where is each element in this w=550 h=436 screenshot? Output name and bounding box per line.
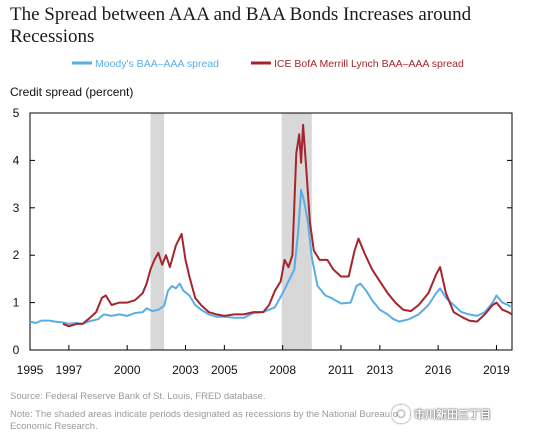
legend-label-2: ICE BofA Merrill Lynch BAA–AAA spread — [274, 58, 464, 70]
x-tick-label: 2019 — [483, 363, 510, 377]
y-tick-label: 2 — [13, 248, 20, 262]
x-tick-label: 2003 — [172, 363, 199, 377]
x-tick-label: 1997 — [56, 363, 83, 377]
series-line-2 — [62, 123, 513, 328]
legend-label-1: Moody's BAA–AAA spread — [95, 58, 219, 70]
x-tick-label: 2016 — [425, 363, 452, 377]
x-tick-label: 2011 — [328, 363, 354, 377]
watermark-text: 市川新田三丁目 — [414, 409, 491, 421]
plot-frame — [29, 112, 513, 351]
series-line-1 — [29, 188, 513, 325]
x-tick-label: 2013 — [366, 363, 393, 377]
recession-band-1 — [150, 113, 165, 350]
y-tick-label: 0 — [13, 343, 20, 357]
wechat-icon: ✺ — [392, 405, 410, 423]
x-tick-label: 2005 — [211, 363, 238, 377]
x-tick-label: 1995 — [17, 363, 44, 377]
source-note: Source: Federal Reserve Bank of St. Loui… — [10, 391, 266, 402]
y-tick-label: 3 — [13, 201, 20, 215]
recession-note: Note: The shaded areas indicate periods … — [10, 409, 401, 432]
y-tick-label: 5 — [13, 106, 20, 120]
x-tick-label: 2000 — [114, 363, 141, 377]
chart-title: The Spread between AAA and BAA Bonds Inc… — [10, 4, 472, 47]
y-tick-label: 4 — [13, 153, 20, 167]
y-tick-label: 1 — [13, 296, 20, 310]
x-tick-label: 2008 — [269, 363, 296, 377]
watermark: ✺ 市川新田三丁目 — [392, 404, 512, 424]
y-axis-label: Credit spread (percent) — [10, 85, 133, 99]
